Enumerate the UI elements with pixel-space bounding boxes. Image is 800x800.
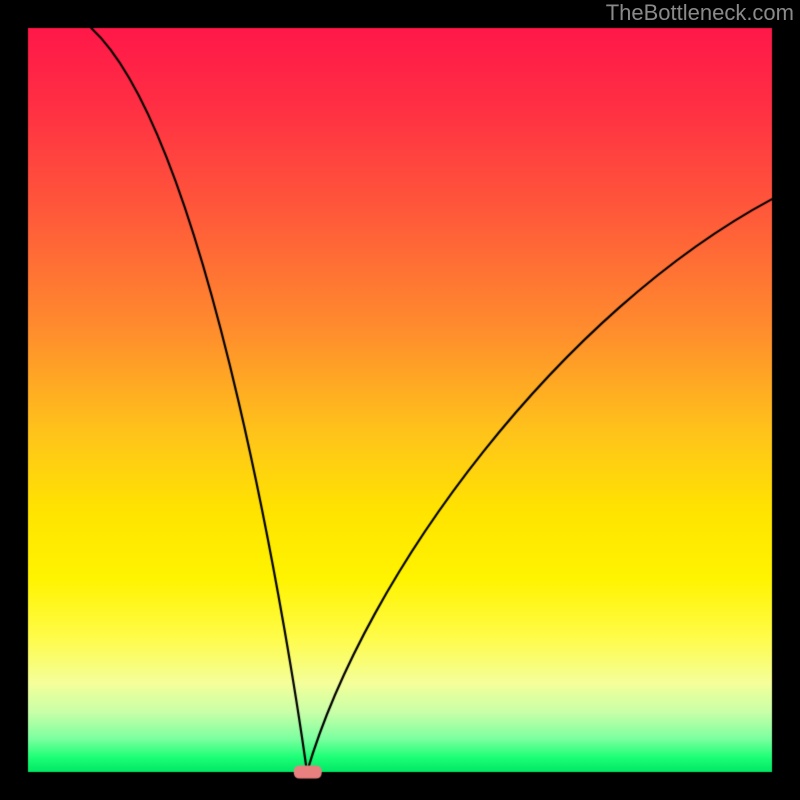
bottleneck-chart (0, 0, 800, 800)
chart-container: TheBottleneck.com (0, 0, 800, 800)
